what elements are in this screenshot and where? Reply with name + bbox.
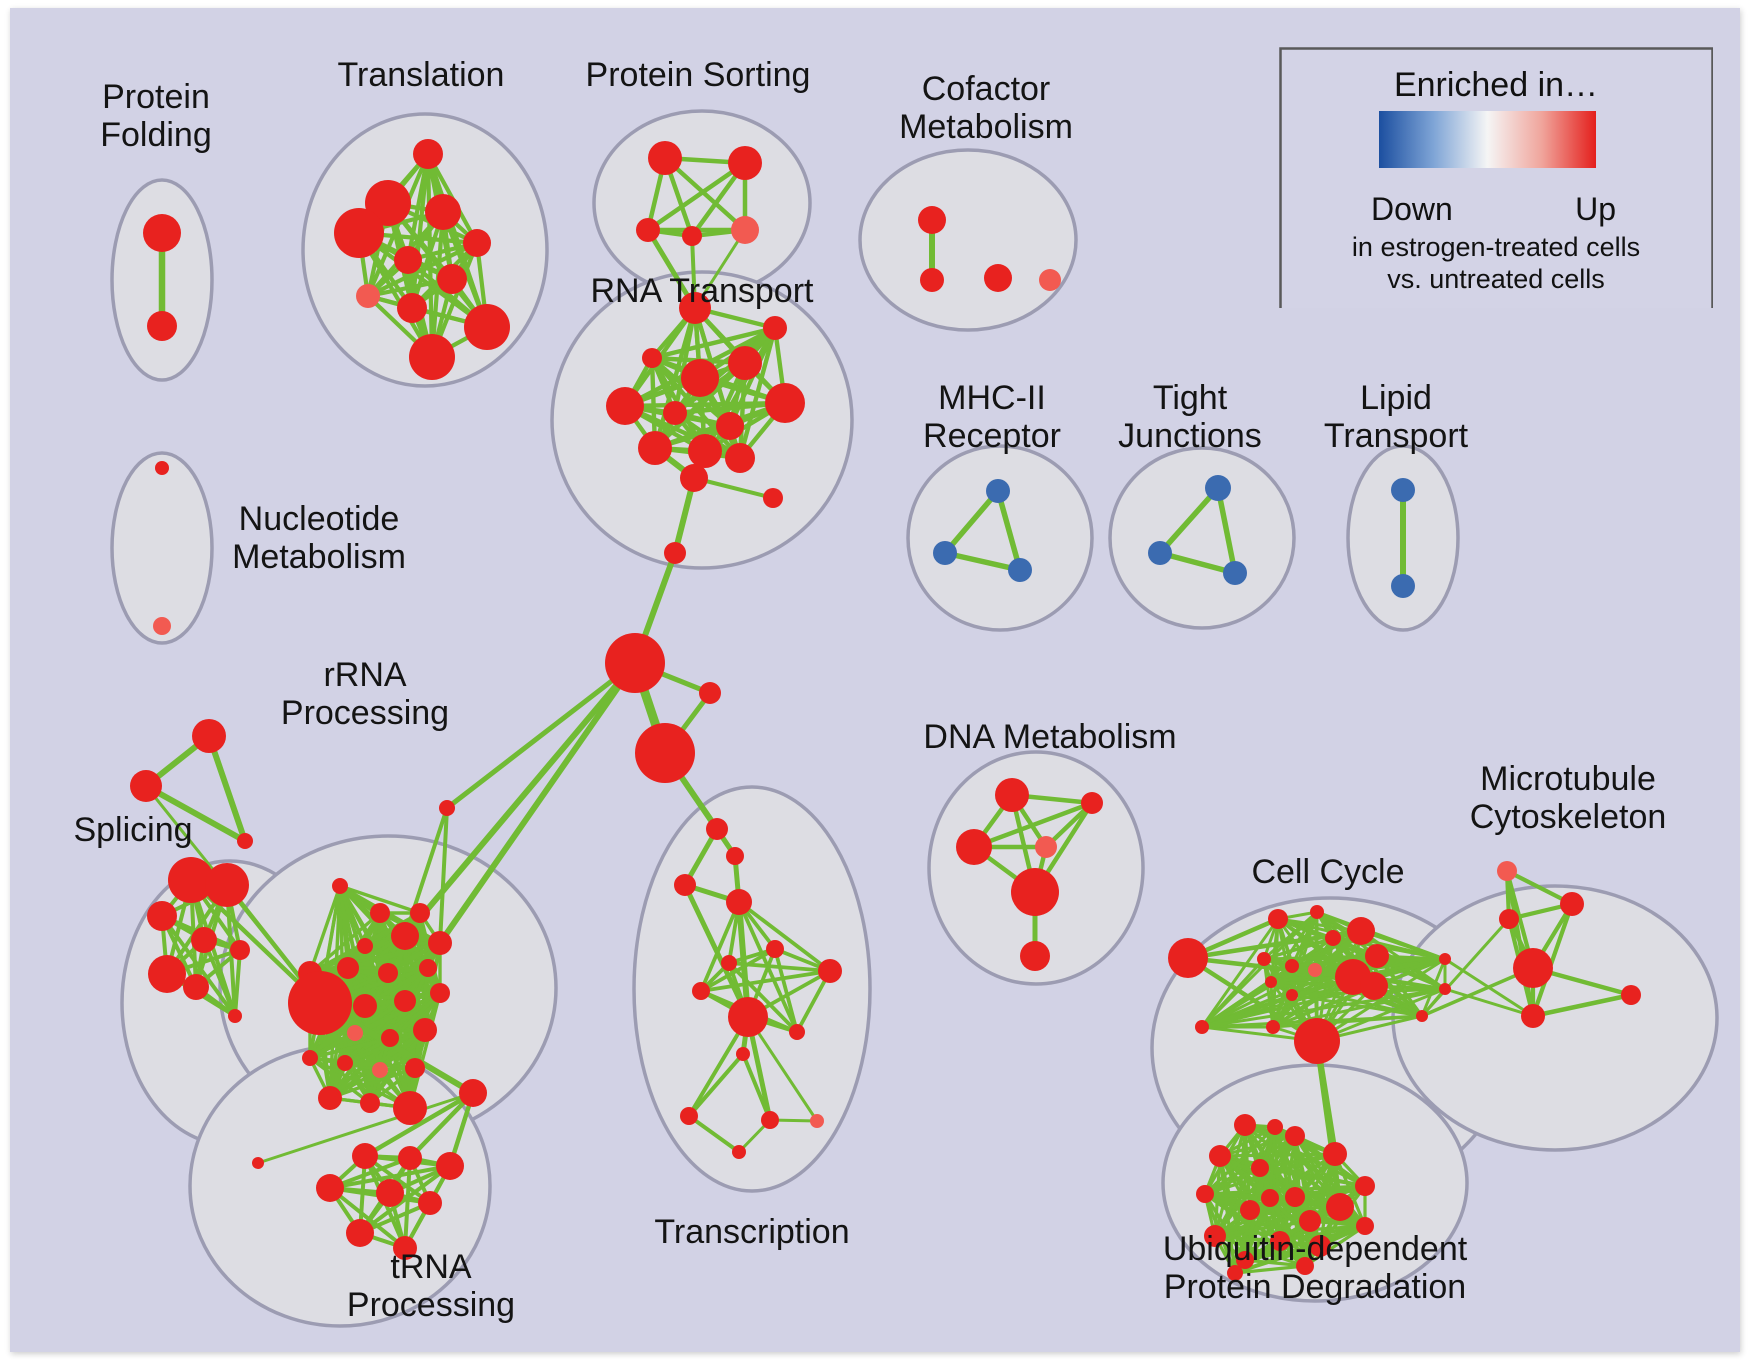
- svg-text:in estrogen-treated cells: in estrogen-treated cells: [1352, 232, 1640, 262]
- svg-text:Enriched in…: Enriched in…: [1394, 66, 1598, 104]
- svg-text:Up: Up: [1575, 191, 1616, 227]
- svg-text:Down: Down: [1371, 191, 1453, 227]
- svg-text:vs. untreated cells: vs. untreated cells: [1387, 264, 1605, 294]
